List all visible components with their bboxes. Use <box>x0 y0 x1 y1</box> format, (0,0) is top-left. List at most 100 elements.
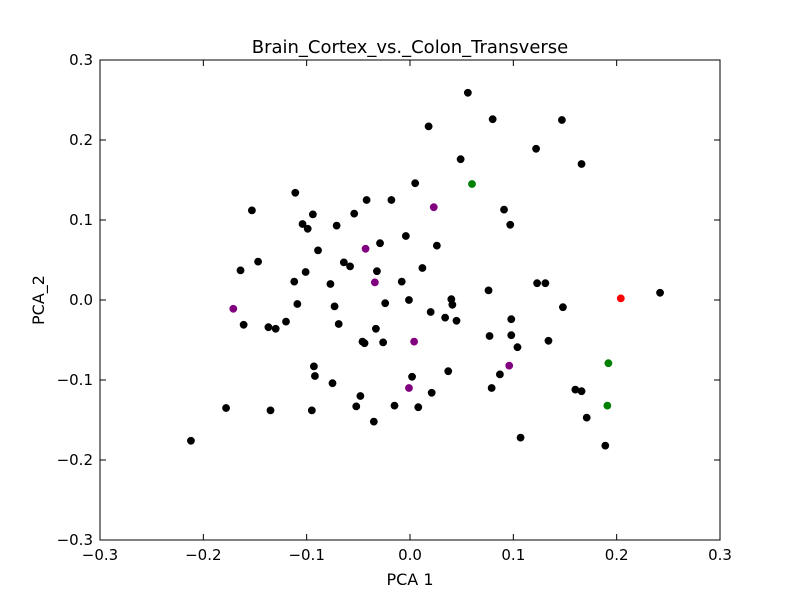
scatter-point <box>352 402 361 411</box>
scatter-point <box>376 239 384 248</box>
x-tick-label: 0.2 <box>605 546 629 564</box>
scatter-point <box>484 286 493 295</box>
scatter-point <box>488 115 497 124</box>
scatter-point <box>513 343 522 352</box>
data-points <box>187 88 664 450</box>
x-tick-label: 0.3 <box>708 546 732 564</box>
scatter-point <box>334 320 343 328</box>
scatter-point <box>187 436 195 445</box>
scatter-point <box>414 403 423 412</box>
plot-area-frame <box>99 59 721 541</box>
scatter-point <box>346 262 354 271</box>
scatter-point <box>604 359 613 368</box>
scatter-point <box>326 280 335 288</box>
scatter-point <box>401 232 410 240</box>
scatter-point <box>541 279 550 288</box>
y-tick-label: −0.1 <box>57 371 93 389</box>
scatter-point <box>356 392 365 400</box>
scatter-point <box>506 220 515 229</box>
scatter-point <box>405 296 413 304</box>
scatter-point <box>236 266 245 275</box>
scatter-point <box>397 277 406 286</box>
scatter-point <box>330 302 339 311</box>
scatter-point <box>411 179 420 188</box>
scatter-point <box>271 324 280 333</box>
scatter-point <box>427 388 436 397</box>
x-tick-label: 0.1 <box>501 546 525 564</box>
y-tick-label: 0.0 <box>69 291 93 309</box>
scatter-point <box>408 372 416 381</box>
x-axis-label: PCA 1 <box>386 570 433 589</box>
scatter-point <box>456 155 465 164</box>
scatter-point <box>603 401 612 410</box>
scatter-point <box>360 339 369 348</box>
scatter-point <box>332 221 341 230</box>
scatter-point <box>418 264 427 272</box>
scatter-point <box>468 180 476 188</box>
scatter-point <box>303 224 312 233</box>
scatter-point <box>301 268 310 276</box>
scatter-point <box>507 315 516 324</box>
scatter-point <box>369 417 378 426</box>
scatter-point <box>266 406 275 415</box>
scatter-point <box>532 144 540 153</box>
scatter-point <box>441 313 450 322</box>
scatter-point <box>314 246 322 255</box>
scatter-point <box>505 361 514 370</box>
scatter-point <box>616 294 625 303</box>
scatter-point <box>387 196 396 204</box>
scatter-point <box>448 300 457 309</box>
scatter-point <box>309 362 318 371</box>
scatter-point <box>577 387 586 396</box>
scatter-point <box>516 433 525 442</box>
scatter-point <box>507 331 516 340</box>
scatter-point <box>432 241 441 250</box>
scatter-point <box>291 188 300 197</box>
x-tick-label: −0.2 <box>185 546 221 564</box>
scatter-point <box>361 244 370 253</box>
scatter-point <box>601 441 610 450</box>
scatter-point <box>426 308 435 316</box>
scatter-point <box>308 210 317 219</box>
scatter-point <box>311 372 319 380</box>
scatter-point <box>254 257 262 266</box>
scatter-point <box>328 379 337 388</box>
scatter-point <box>452 316 461 325</box>
scatter-point <box>239 320 248 329</box>
scatter-point <box>577 160 586 168</box>
scatter-point <box>339 258 348 267</box>
scatter-point <box>424 122 433 131</box>
x-tick-label: 0.0 <box>398 546 422 564</box>
scatter-point <box>229 304 238 313</box>
y-tick-label: 0.2 <box>69 131 93 149</box>
axis-ticks: −0.3 −0.2 −0.1 0.0 0.1 0.2 0.3 −0.3 −0.2 −0.1 0.0 0… <box>57 51 732 564</box>
scatter-point <box>495 370 504 379</box>
y-tick-label: −0.3 <box>57 531 93 549</box>
scatter-point <box>247 206 256 215</box>
scatter-point <box>371 324 380 333</box>
scatter-point <box>485 332 494 340</box>
scatter-point <box>373 267 381 276</box>
chart-title: Brain_Cortex_vs._Colon_Transverse <box>252 37 569 58</box>
scatter-point <box>264 323 273 332</box>
scatter-point <box>444 367 453 376</box>
scatter-point <box>362 196 371 204</box>
scatter-point <box>381 299 390 308</box>
scatter-point <box>222 404 230 412</box>
scatter-point <box>410 337 419 346</box>
scatter-point <box>405 384 413 392</box>
scatter-point <box>293 300 302 308</box>
scatter-point <box>463 88 472 97</box>
scatter-point <box>656 288 664 297</box>
scatter-point <box>429 203 438 212</box>
scatter-point <box>544 336 553 345</box>
y-axis-label: PCA_2 <box>29 275 49 325</box>
scatter-point <box>533 279 541 288</box>
scatter-point <box>559 303 567 312</box>
scatter-point <box>350 209 359 218</box>
y-tick-label: 0.3 <box>69 51 93 69</box>
scatter-point <box>282 317 290 326</box>
scatter-point <box>582 413 591 422</box>
y-tick-label: −0.2 <box>57 451 93 469</box>
